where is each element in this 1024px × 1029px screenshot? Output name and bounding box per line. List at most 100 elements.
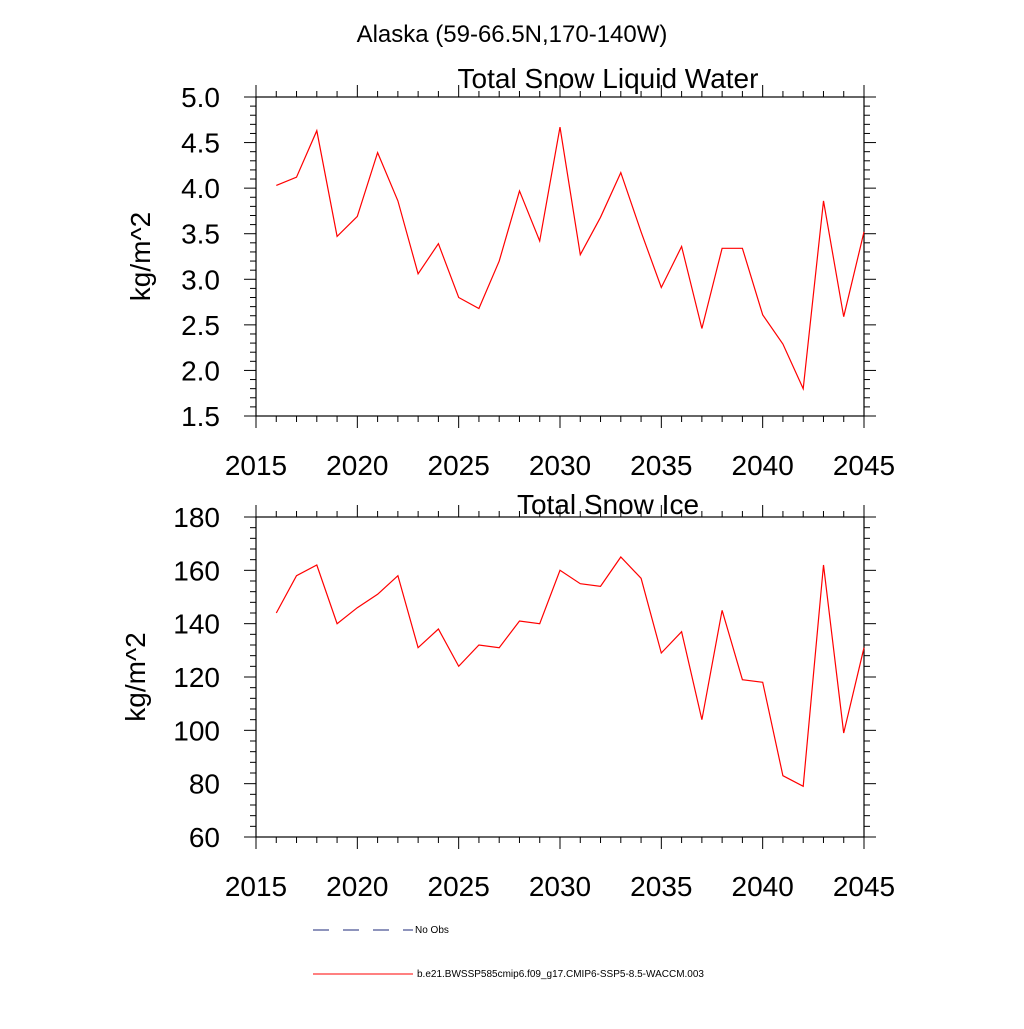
data-point bbox=[275, 184, 278, 187]
data-point bbox=[781, 774, 784, 777]
data-point bbox=[275, 612, 278, 615]
x-tick-label: 2015 bbox=[225, 871, 287, 902]
data-point bbox=[640, 230, 643, 233]
data-point bbox=[336, 622, 339, 625]
x-tick-label: 2040 bbox=[732, 450, 794, 481]
data-point bbox=[802, 785, 805, 788]
data-point bbox=[356, 215, 359, 218]
data-point bbox=[761, 681, 764, 684]
chart-panel-1: Total Snow Liquid Water kg/m^2 2015 2020 202… bbox=[125, 63, 895, 481]
y-tick-label: 100 bbox=[173, 715, 220, 746]
x-tick-label: 2045 bbox=[833, 450, 895, 481]
x-tick-label: 2035 bbox=[630, 871, 692, 902]
data-point bbox=[680, 245, 683, 248]
data-point bbox=[579, 582, 582, 585]
chart-title: Total Snow Ice bbox=[517, 489, 699, 520]
data-point bbox=[559, 569, 562, 572]
y-tick-label: 60 bbox=[189, 822, 220, 853]
data-point bbox=[700, 718, 703, 721]
chart-title: Total Snow Liquid Water bbox=[458, 63, 759, 94]
data-point bbox=[538, 622, 541, 625]
data-point bbox=[437, 242, 440, 245]
data-point bbox=[457, 296, 460, 299]
data-point bbox=[336, 235, 339, 238]
data-point bbox=[863, 230, 866, 233]
figure-title: Alaska (59-66.5N,170-140W) bbox=[357, 21, 668, 48]
y-axis-label: kg/m^2 bbox=[120, 632, 151, 721]
series-line-1 bbox=[275, 556, 865, 788]
data-point bbox=[518, 620, 521, 623]
data-point bbox=[781, 342, 784, 345]
data-point bbox=[295, 176, 298, 179]
y-tick-label: 4.5 bbox=[181, 128, 220, 159]
data-point bbox=[559, 126, 562, 129]
x-tick-label: 2020 bbox=[326, 450, 388, 481]
y-tick-label: 3.0 bbox=[181, 264, 220, 295]
data-point bbox=[437, 628, 440, 631]
data-point bbox=[700, 327, 703, 330]
x-tick-label: 2030 bbox=[529, 871, 591, 902]
x-tick-label: 2025 bbox=[428, 871, 490, 902]
data-point bbox=[376, 593, 379, 596]
data-point bbox=[295, 574, 298, 577]
data-point bbox=[619, 171, 622, 174]
data-point bbox=[579, 253, 582, 256]
y-tick-label: 2.5 bbox=[181, 310, 220, 341]
x-tick-label: 2020 bbox=[326, 871, 388, 902]
data-point bbox=[599, 216, 602, 219]
data-point bbox=[417, 646, 420, 649]
data-point bbox=[741, 247, 744, 250]
data-point bbox=[721, 247, 724, 250]
series-line-1 bbox=[276, 126, 865, 391]
y-tick-label: 180 bbox=[173, 502, 220, 533]
data-point bbox=[538, 240, 541, 243]
x-tick-label: 2030 bbox=[529, 450, 591, 481]
data-point bbox=[822, 199, 825, 202]
y-tick-label: 140 bbox=[173, 609, 220, 640]
data-point bbox=[640, 577, 643, 580]
y-axis-label: kg/m^2 bbox=[125, 212, 156, 301]
data-point bbox=[315, 129, 318, 132]
y-tick-label: 5.0 bbox=[181, 82, 220, 113]
data-point bbox=[660, 652, 663, 655]
data-point bbox=[761, 313, 764, 316]
data-point bbox=[477, 644, 480, 647]
x-tick-label: 2035 bbox=[630, 450, 692, 481]
data-point bbox=[477, 307, 480, 310]
y-tick-label: 2.0 bbox=[181, 355, 220, 386]
plot-frame bbox=[255, 516, 865, 838]
data-point bbox=[721, 609, 724, 612]
y-tick-label: 3.5 bbox=[181, 219, 220, 250]
data-point bbox=[741, 678, 744, 681]
data-point bbox=[802, 387, 805, 390]
data-point bbox=[518, 189, 521, 192]
data-point bbox=[457, 665, 460, 668]
chart-panel-2: Total Snow Ice kg/m^2 2015 2020 2025 2030 2035… bbox=[120, 489, 895, 902]
data-point bbox=[417, 272, 420, 275]
y-tick-label: 4.0 bbox=[181, 173, 220, 204]
x-tick-label: 2040 bbox=[732, 871, 794, 902]
legend-model-label: b.e21.BWSSP585cmip6.f09_g17.CMIP6-SSP5-8… bbox=[417, 969, 704, 980]
data-point bbox=[356, 606, 359, 609]
data-point bbox=[498, 260, 501, 263]
data-point bbox=[619, 556, 622, 559]
y-tick-label: 120 bbox=[173, 662, 220, 693]
data-point bbox=[680, 630, 683, 633]
data-point bbox=[498, 646, 501, 649]
plot-frame bbox=[255, 96, 865, 417]
data-point bbox=[822, 564, 825, 567]
y-tick-label: 1.5 bbox=[181, 401, 220, 432]
data-point bbox=[599, 585, 602, 588]
data-point bbox=[396, 199, 399, 202]
legend-obs-label: No Obs bbox=[415, 925, 449, 936]
x-tick-label: 2025 bbox=[428, 450, 490, 481]
x-tick-label: 2015 bbox=[225, 450, 287, 481]
data-point bbox=[842, 315, 845, 318]
data-point bbox=[315, 564, 318, 567]
data-point bbox=[842, 732, 845, 735]
data-point bbox=[376, 151, 379, 154]
y-tick-label: 80 bbox=[189, 769, 220, 800]
data-point bbox=[660, 286, 663, 289]
